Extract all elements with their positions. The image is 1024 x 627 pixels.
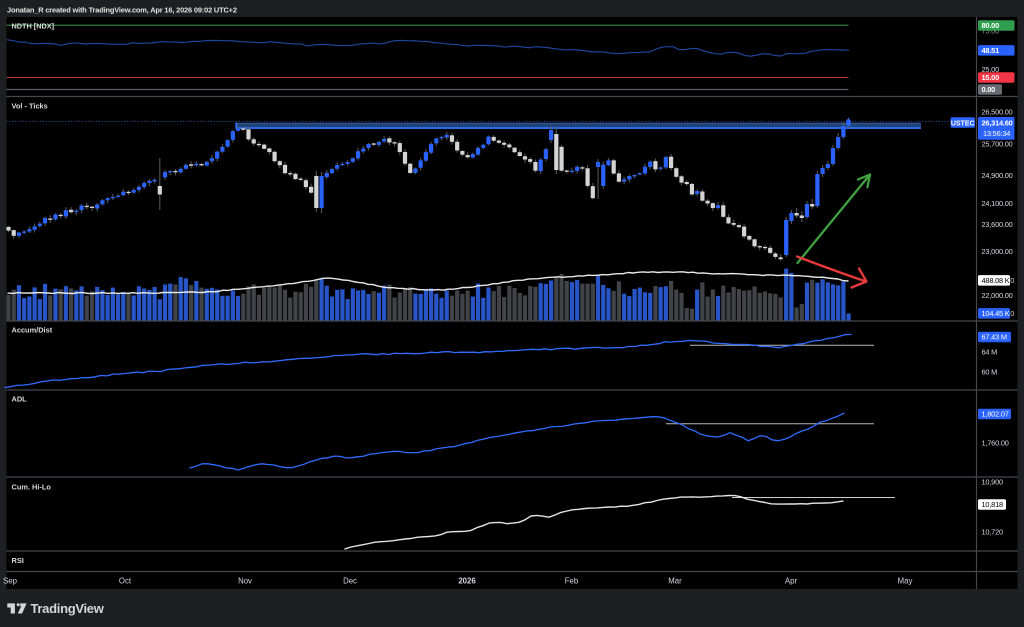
svg-text:60 M: 60 M (982, 368, 998, 377)
svg-text:10,720: 10,720 (982, 528, 1003, 537)
svg-text:ADL: ADL (12, 395, 28, 404)
svg-text:48.51: 48.51 (982, 46, 1000, 55)
svg-text:23,600.00: 23,600.00 (982, 220, 1013, 229)
svg-text:488.08 K: 488.08 K (982, 276, 1010, 285)
svg-text:13:56:34: 13:56:34 (983, 129, 1010, 138)
svg-text:Vol - Ticks: Vol - Ticks (12, 102, 48, 111)
svg-text:Oct: Oct (119, 576, 132, 585)
svg-text:24,900.00: 24,900.00 (982, 171, 1013, 180)
svg-text:0: 0 (1010, 309, 1014, 318)
svg-text:64 M: 64 M (982, 348, 998, 357)
svg-text:26,500.00: 26,500.00 (982, 108, 1013, 117)
svg-text:Accum/Dist: Accum/Dist (12, 326, 53, 335)
svg-text:23,000.00: 23,000.00 (982, 247, 1013, 256)
svg-text:15.00: 15.00 (982, 73, 1000, 82)
svg-text:Cum. Hi-Lo: Cum. Hi-Lo (12, 483, 52, 492)
svg-text:RSI: RSI (12, 556, 24, 565)
svg-text:Dec: Dec (343, 576, 357, 585)
svg-text:80.00: 80.00 (982, 21, 1000, 30)
svg-text:1,760.00: 1,760.00 (982, 439, 1009, 448)
svg-text:Jonatan_R created with Trading: Jonatan_R created with TradingView.com, … (7, 6, 237, 15)
svg-text:0.00: 0.00 (982, 85, 996, 94)
svg-text:1,802.07: 1,802.07 (982, 410, 1009, 419)
svg-text:25,700.00: 25,700.00 (982, 140, 1013, 149)
svg-text:Apr: Apr (785, 576, 798, 585)
svg-text:26,314.60: 26,314.60 (982, 119, 1013, 128)
svg-text:0: 0 (1010, 276, 1014, 285)
svg-text:10,818: 10,818 (982, 500, 1003, 509)
svg-text:104.45 K: 104.45 K (982, 309, 1010, 318)
svg-text:22,000.00: 22,000.00 (982, 291, 1013, 300)
svg-text:24,100.00: 24,100.00 (982, 199, 1013, 208)
svg-text:May: May (898, 576, 913, 585)
svg-text:25.00: 25.00 (982, 65, 1000, 74)
svg-text:NDTH [NDX]: NDTH [NDX] (12, 21, 55, 30)
svg-text:Feb: Feb (565, 576, 579, 585)
svg-text:2026: 2026 (458, 576, 476, 585)
svg-text:Sep: Sep (3, 576, 18, 585)
svg-text:67.43 M: 67.43 M (982, 333, 1007, 342)
svg-text:Nov: Nov (238, 576, 252, 585)
svg-text:USTEC: USTEC (951, 120, 975, 127)
svg-text:Mar: Mar (668, 576, 682, 585)
svg-text:TradingView: TradingView (31, 601, 105, 616)
svg-text:10,900: 10,900 (982, 478, 1003, 487)
svg-text:75.00: 75.00 (982, 27, 1000, 36)
